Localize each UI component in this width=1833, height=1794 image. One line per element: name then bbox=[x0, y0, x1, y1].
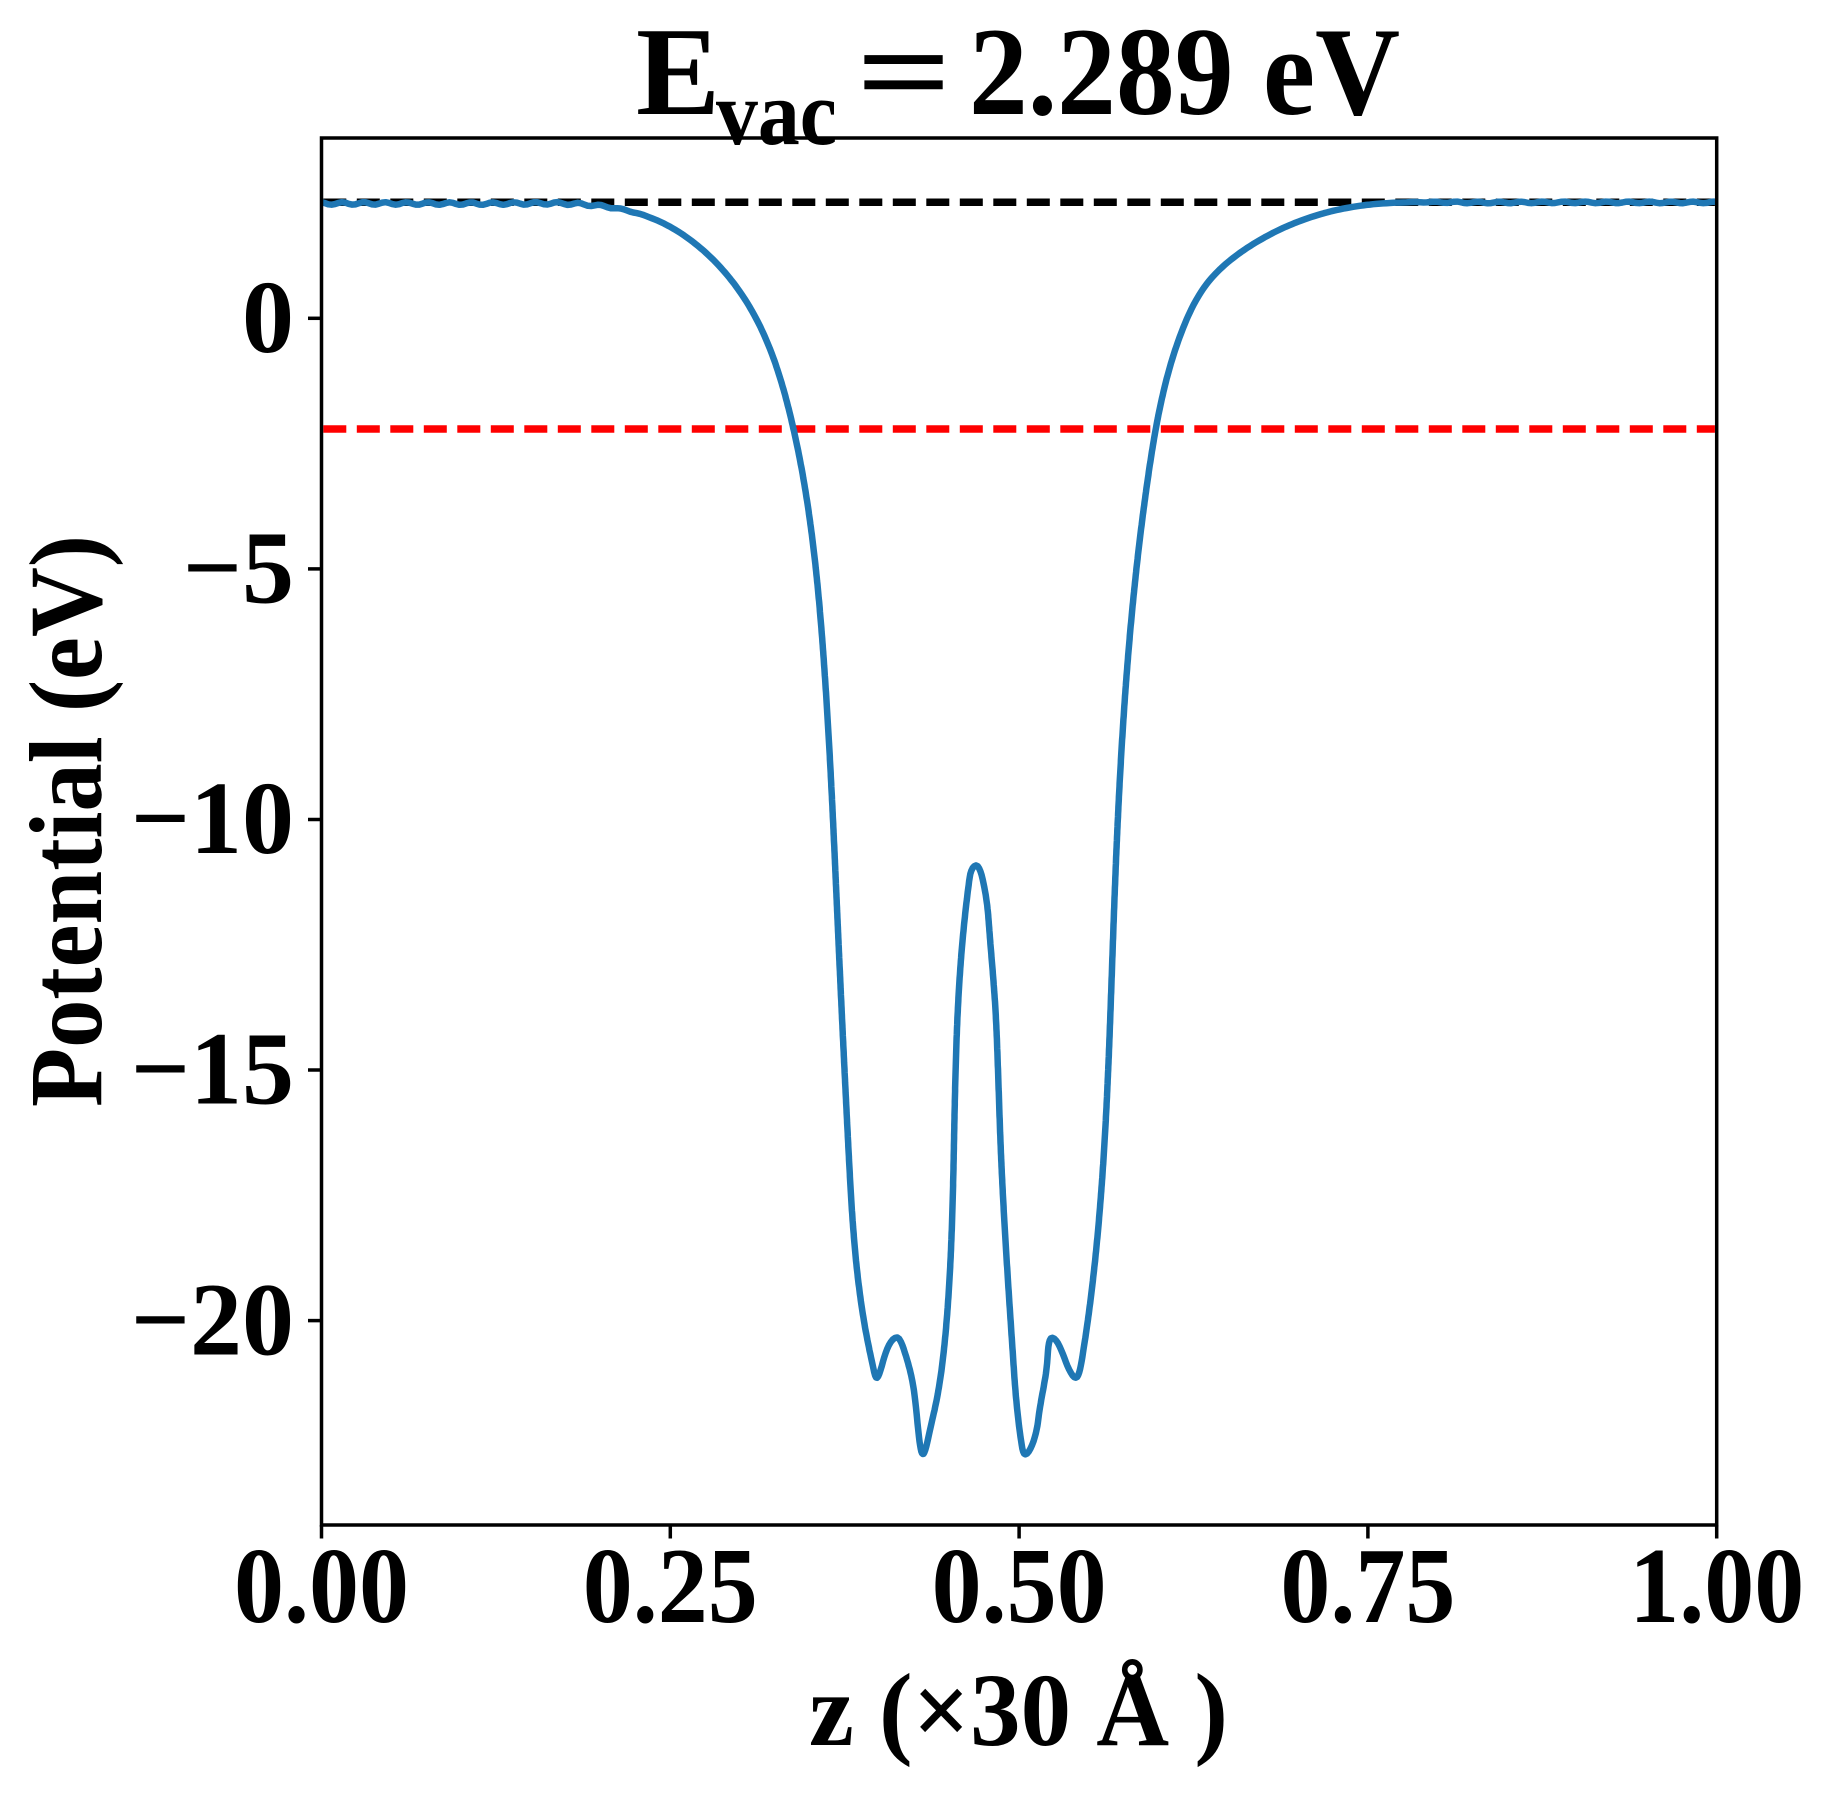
svg-text:z (×30 Å ): z (×30 Å ) bbox=[809, 1653, 1228, 1768]
svg-text:−5: −5 bbox=[183, 511, 294, 626]
svg-text:Potential (eV): Potential (eV) bbox=[9, 535, 124, 1107]
svg-text:0.75: 0.75 bbox=[1280, 1527, 1455, 1646]
svg-text:−20: −20 bbox=[131, 1262, 294, 1377]
svg-text:vac: vac bbox=[716, 62, 837, 164]
svg-text:0.00: 0.00 bbox=[234, 1527, 409, 1646]
svg-text:−15: −15 bbox=[131, 1012, 294, 1127]
svg-text:=: = bbox=[856, 3, 952, 142]
svg-text:0.25: 0.25 bbox=[583, 1527, 758, 1646]
svg-text:2.289 eV: 2.289 eV bbox=[969, 3, 1400, 142]
svg-text:0: 0 bbox=[242, 260, 294, 375]
svg-text:1.00: 1.00 bbox=[1629, 1527, 1804, 1646]
svg-text:E: E bbox=[636, 3, 720, 142]
svg-text:0.50: 0.50 bbox=[932, 1527, 1107, 1646]
svg-text:−10: −10 bbox=[131, 761, 294, 876]
